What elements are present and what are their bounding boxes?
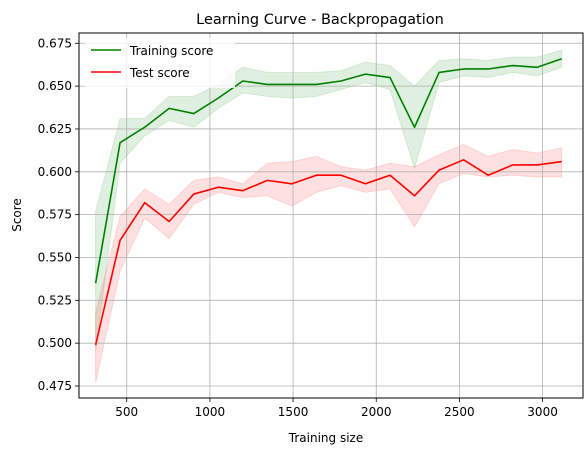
x-tick-label: 3000 — [527, 405, 558, 419]
x-axis-label: Training size — [288, 431, 363, 445]
x-tick-label: 2000 — [361, 405, 392, 419]
y-tick-label: 0.500 — [38, 336, 72, 350]
y-tick-label: 0.625 — [38, 122, 72, 136]
legend-label-training: Training score — [129, 44, 213, 58]
chart-title: Learning Curve - Backpropagation — [196, 12, 444, 28]
series-line-test — [94, 159, 562, 346]
x-tick-label: 2500 — [444, 405, 475, 419]
y-tick-label: 0.600 — [38, 165, 72, 179]
confidence-bands — [95, 49, 563, 383]
y-axis-label: Score — [10, 198, 24, 232]
y-tick-label: 0.475 — [38, 379, 72, 393]
confidence-band-training — [95, 49, 563, 352]
y-axis-ticks: 0.475 0.500 0.525 0.550 0.575 0.600 0.625 0.650… — [38, 36, 79, 393]
y-tick-label: 0.675 — [38, 36, 72, 50]
confidence-band-test — [95, 143, 563, 383]
x-axis-ticks: 500 1000 1500 2000 2500 3000 — [115, 398, 558, 419]
series-line-training — [94, 57, 562, 284]
x-tick-label: 1500 — [278, 405, 309, 419]
x-tick-label: 500 — [115, 405, 138, 419]
legend-label-test: Test score — [129, 66, 190, 80]
y-tick-label: 0.575 — [38, 208, 72, 222]
legend-box — [85, 38, 235, 88]
grid-lines — [79, 33, 583, 398]
legend: Training score Test score — [85, 38, 235, 88]
y-tick-label: 0.525 — [38, 293, 72, 307]
x-tick-label: 1000 — [195, 405, 226, 419]
series-lines — [94, 57, 562, 346]
plot-frame — [78, 32, 584, 399]
y-tick-label: 0.650 — [38, 79, 72, 93]
y-tick-label: 0.550 — [38, 250, 72, 264]
